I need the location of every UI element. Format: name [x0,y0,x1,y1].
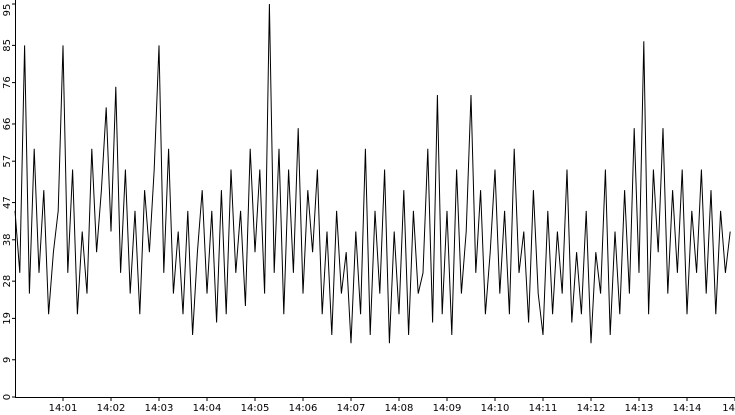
x-tick-label: 14:11 [529,403,558,414]
x-tick-label: 14:03 [145,403,174,414]
y-tick-label: 76 [2,76,13,89]
y-tick-label: 66 [2,118,13,131]
x-tick-label: 14:10 [481,403,510,414]
y-tick-label: 57 [2,155,13,168]
x-tick-label: 14:09 [433,403,462,414]
x-tick-label: 14:01 [49,403,78,414]
x-tick-label: 14:04 [193,403,222,414]
y-tick-label: 0 [2,394,13,400]
x-tick-label: 14:02 [97,403,126,414]
y-tick-label: 85 [2,39,13,52]
y-tick-label: 28 [2,275,13,288]
x-tick-label: 14:06 [289,403,318,414]
y-tick-label: 95 [2,4,13,17]
data-line [14,3,731,344]
y-tick-label: 38 [2,233,13,246]
x-tick-label: 14:12 [577,403,606,414]
x-tick-label: 14:14 [673,403,702,414]
x-tick-label: 14:13 [625,403,654,414]
y-tick-label: 19 [2,312,13,325]
x-tick-label: 14:07 [337,403,366,414]
x-tick-label: 14 [722,403,735,414]
y-tick-label: 47 [2,196,13,209]
y-tick-label: 9 [2,357,13,363]
x-tick-label: 14:08 [385,403,414,414]
x-tick-label: 14:05 [241,403,270,414]
